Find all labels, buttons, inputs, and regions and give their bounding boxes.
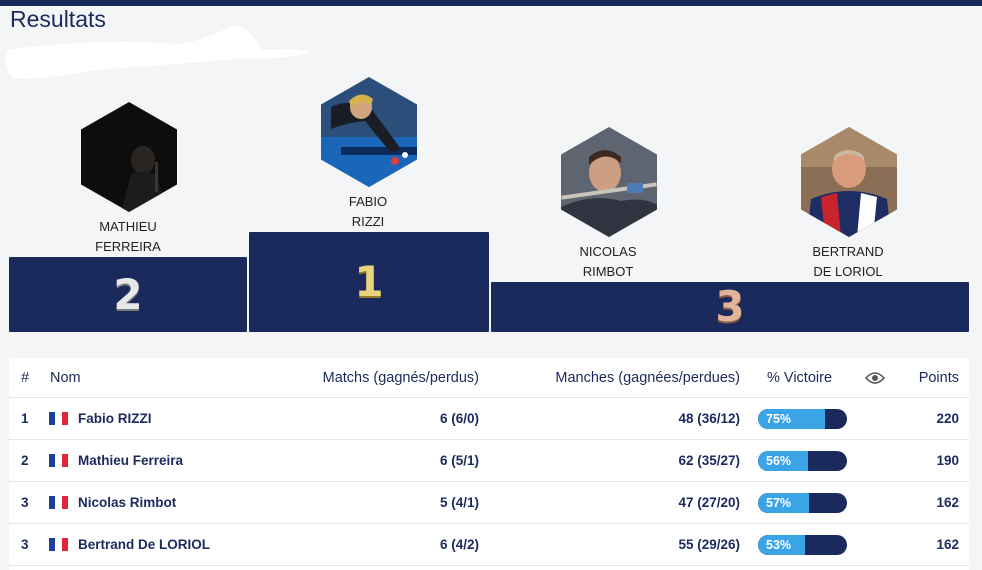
podium-first-name: BERTRAND xyxy=(812,244,884,259)
podium-rank-2: 2 xyxy=(113,269,143,319)
row-manches: 48 (36/12) xyxy=(678,411,740,426)
podium-step-1: 1 xyxy=(249,232,489,332)
podium-name-2: MATHIEU FERREIRA xyxy=(48,217,208,257)
row-points: 162 xyxy=(936,537,959,552)
podium-last-name: RIZZI xyxy=(351,214,385,229)
france-flag-icon xyxy=(49,454,68,467)
row-manches: 62 (35/27) xyxy=(678,453,740,468)
row-matchs: 6 (4/2) xyxy=(439,537,479,552)
header-name[interactable]: Nom xyxy=(50,369,81,386)
table-row[interactable]: 2 Mathieu Ferreira 6 (5/1) 62 (35/27) 56% 190 xyxy=(9,440,969,482)
avatar-bertrand-de-loriol xyxy=(801,127,897,237)
results-table: # Nom Matchs (gagnés/perdus) Manches (ga… xyxy=(9,358,969,570)
victory-pct-bar: 75% xyxy=(758,409,847,429)
victory-pct-bar: 57% xyxy=(758,493,847,513)
row-matchs: 5 (4/1) xyxy=(439,495,479,510)
row-player-name[interactable]: Mathieu Ferreira xyxy=(78,453,184,468)
avatar-nicolas-rimbot xyxy=(561,127,657,237)
victory-pct-label: 57% xyxy=(766,496,792,510)
victory-pct-fill: 75% xyxy=(758,409,825,429)
row-points: 190 xyxy=(936,453,959,468)
france-flag-icon xyxy=(49,412,68,425)
top-accent-bar xyxy=(0,0,982,6)
podium-name-3b: BERTRAND DE LORIOL xyxy=(768,242,928,282)
france-flag-icon xyxy=(49,496,68,509)
podium-name-1: FABIO RIZZI xyxy=(288,192,448,232)
podium-first-name: NICOLAS xyxy=(579,244,637,259)
row-player-name[interactable]: Nicolas Rimbot xyxy=(78,495,177,510)
header-pct-victoire[interactable]: % Victoire xyxy=(767,369,833,386)
victory-pct-label: 75% xyxy=(766,412,792,426)
victory-pct-label: 53% xyxy=(766,538,792,552)
podium-last-name: RIMBOT xyxy=(582,264,634,279)
row-manches: 47 (27/20) xyxy=(678,495,740,510)
row-points: 220 xyxy=(936,411,959,426)
avatar-fabio-rizzi xyxy=(321,77,417,187)
table-row[interactable]: 3 Bertrand De LORIOL 6 (4/2) 55 (29/26) 53% 1… xyxy=(9,524,969,566)
podium-step-2: 2 xyxy=(9,257,247,332)
row-matchs: 6 (5/1) xyxy=(439,453,479,468)
eye-icon[interactable] xyxy=(865,371,885,385)
row-rank: 3 xyxy=(21,495,29,510)
header-manches[interactable]: Manches (gagnées/perdues) xyxy=(555,369,740,386)
victory-pct-fill: 56% xyxy=(758,451,808,471)
header-matchs[interactable]: Matchs (gagnés/perdus) xyxy=(322,369,479,386)
row-points: 162 xyxy=(936,495,959,510)
podium-rank-3: 3 xyxy=(715,282,745,331)
victory-pct-fill: 53% xyxy=(758,535,806,555)
podium-rank-1: 1 xyxy=(354,257,384,306)
table-header-row: # Nom Matchs (gagnés/perdus) Manches (ga… xyxy=(9,358,969,398)
podium-name-3a: NICOLAS RIMBOT xyxy=(528,242,688,282)
podium-first-name: MATHIEU xyxy=(99,219,157,234)
row-player-name[interactable]: Fabio RIZZI xyxy=(78,411,152,426)
podium-last-name: DE LORIOL xyxy=(813,264,883,279)
row-rank: 3 xyxy=(21,537,29,552)
redaction-scribble xyxy=(6,26,310,79)
victory-pct-fill: 57% xyxy=(758,493,809,513)
row-manches: 55 (29/26) xyxy=(678,537,740,552)
victory-pct-bar: 56% xyxy=(758,451,847,471)
row-player-name[interactable]: Bertrand De LORIOL xyxy=(78,537,211,552)
page-title: Resultats xyxy=(10,6,106,32)
podium-last-name: FERREIRA xyxy=(95,239,161,254)
header-rank: # xyxy=(21,369,30,386)
france-flag-icon xyxy=(49,538,68,551)
header-points[interactable]: Points xyxy=(918,369,959,386)
row-matchs: 6 (6/0) xyxy=(439,411,479,426)
row-rank: 1 xyxy=(21,411,29,426)
table-row[interactable]: 1 Fabio RIZZI 6 (6/0) 48 (36/12) 75% 220 xyxy=(9,398,969,440)
podium-step-3: 3 xyxy=(491,282,969,332)
avatar-mathieu-ferreira xyxy=(81,102,177,212)
victory-pct-bar: 53% xyxy=(758,535,847,555)
table-row[interactable]: 3 Nicolas Rimbot 5 (4/1) 47 (27/20) 57% 162 xyxy=(9,482,969,524)
victory-pct-label: 56% xyxy=(766,454,792,468)
row-rank: 2 xyxy=(21,453,29,468)
podium-first-name: FABIO xyxy=(348,194,388,209)
